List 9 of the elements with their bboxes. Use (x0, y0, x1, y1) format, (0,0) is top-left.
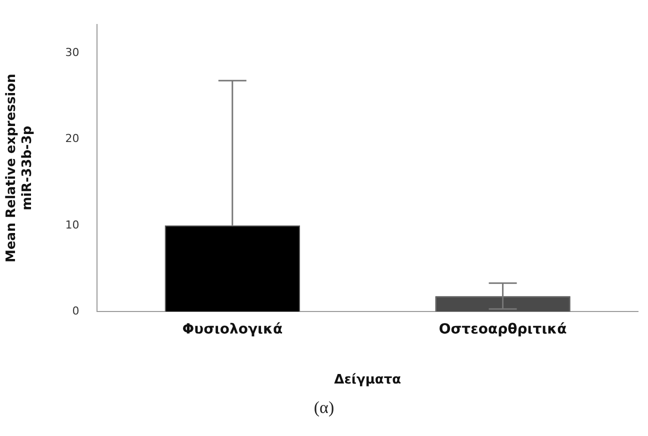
y-axis-title: Mean Relative expression miR-33b-3p (4, 74, 35, 262)
x-tick-label: Φυσιολογικά (182, 322, 283, 338)
text: (α) (312, 398, 336, 418)
y-tick-label: 10 (65, 218, 80, 232)
x-tick-label: Οστεοαρθριτικά (438, 322, 568, 338)
y-tick-label: 30 (65, 46, 80, 59)
y-tick-label: 20 (65, 132, 80, 146)
y-tick-label: 0 (72, 304, 80, 318)
x-axis-title: Δείγματα (334, 372, 402, 388)
